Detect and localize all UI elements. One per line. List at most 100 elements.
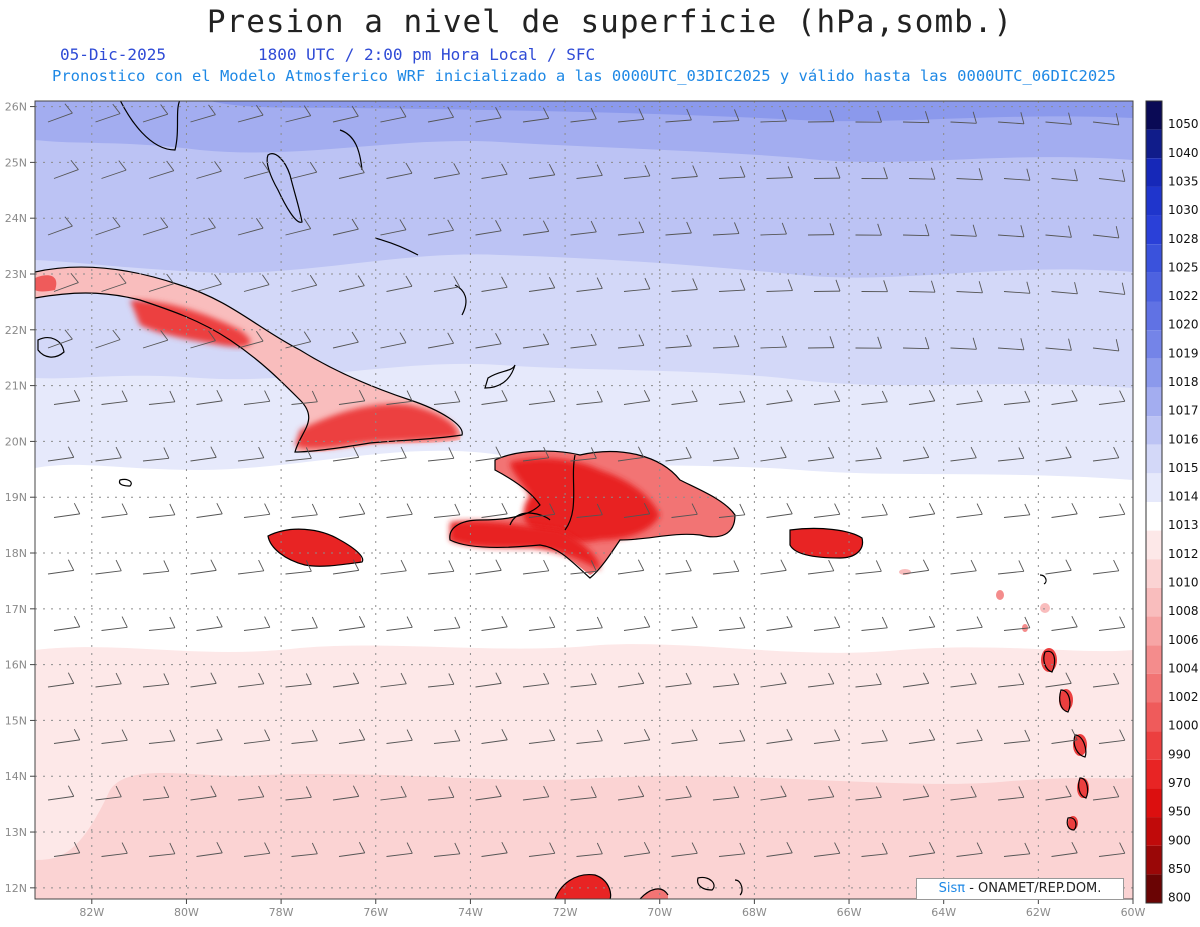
lon-tick-label: 72W bbox=[553, 906, 578, 919]
colorbar-swatch bbox=[1146, 702, 1162, 732]
colorbar-swatch bbox=[1146, 817, 1162, 846]
colorbar-label: 850 bbox=[1168, 862, 1191, 876]
lat-tick-label: 20N bbox=[5, 435, 27, 448]
lat-tick-label: 21N bbox=[5, 380, 27, 393]
colorbar-label: 1019 bbox=[1168, 346, 1199, 360]
colorbar-swatch bbox=[1146, 358, 1162, 388]
lat-tick-label: 12N bbox=[5, 882, 27, 895]
colorbar-swatch bbox=[1146, 416, 1162, 445]
colorbar-label: 1040 bbox=[1168, 146, 1199, 160]
lat-tick-label: 13N bbox=[5, 826, 27, 839]
colorbar-label: 1028 bbox=[1168, 232, 1199, 246]
colorbar: 1050 1040 1035 1030 1028 1025 1022 1020 1019 1018… bbox=[1145, 100, 1199, 905]
lon-tick-label: 82W bbox=[79, 906, 104, 919]
lat-tick-label: 22N bbox=[5, 324, 27, 337]
lat-tick-label: 15N bbox=[5, 714, 27, 727]
lon-tick-label: 64W bbox=[931, 906, 956, 919]
colorbar-label: 1022 bbox=[1168, 289, 1199, 303]
colorbar-swatch bbox=[1146, 101, 1162, 130]
colorbar-label: 970 bbox=[1168, 776, 1191, 790]
lon-tick-label: 60W bbox=[1121, 906, 1146, 919]
page-title: Presion a nivel de superficie (hPa,somb.… bbox=[206, 4, 1014, 40]
colorbar-swatch bbox=[1146, 673, 1162, 703]
latitude-axis: 26N 25N 24N 23N 22N 21N 20N 19N 18N 17N 16N 15N 14N 1… bbox=[5, 101, 35, 895]
model-subtitle: Pronostico con el Modelo Atmosferico WRF… bbox=[52, 67, 1116, 85]
lat-lon-grid bbox=[35, 101, 1133, 899]
colorbar-label: 990 bbox=[1168, 747, 1191, 761]
colorbar-swatch bbox=[1146, 559, 1162, 588]
lon-tick-label: 68W bbox=[742, 906, 767, 919]
colorbar-swatch bbox=[1146, 845, 1162, 875]
lat-tick-label: 23N bbox=[5, 268, 27, 281]
colorbar-swatch bbox=[1146, 215, 1162, 245]
colorbar-swatch bbox=[1146, 244, 1162, 273]
colorbar-label: 1017 bbox=[1168, 404, 1199, 418]
colorbar-swatch bbox=[1146, 759, 1162, 789]
colorbar-swatch bbox=[1146, 788, 1162, 818]
colorbar-swatch bbox=[1146, 616, 1162, 646]
lat-tick-label: 25N bbox=[5, 156, 27, 169]
wind-barbs bbox=[47, 103, 1126, 857]
coastlines bbox=[35, 101, 1089, 899]
colorbar-label: 1025 bbox=[1168, 260, 1199, 274]
colorbar-swatch bbox=[1146, 502, 1162, 531]
colorbar-label: 1013 bbox=[1168, 518, 1199, 532]
credit-text: - ONAMET/REP.DOM. bbox=[965, 881, 1102, 896]
colorbar-label: 1050 bbox=[1168, 117, 1199, 131]
forecast-time: 1800 UTC / 2:00 pm Hora Local / SFC bbox=[258, 45, 596, 64]
colorbar-label: 1002 bbox=[1168, 690, 1199, 704]
lat-tick-label: 14N bbox=[5, 770, 27, 783]
lon-tick-label: 78W bbox=[269, 906, 294, 919]
colorbar-label: 1020 bbox=[1168, 318, 1199, 332]
colorbar-swatch bbox=[1146, 645, 1162, 674]
lon-tick-label: 76W bbox=[363, 906, 388, 919]
colorbar-label: 950 bbox=[1168, 805, 1191, 819]
colorbar-swatch bbox=[1146, 473, 1162, 502]
colorbar-swatch bbox=[1146, 530, 1162, 560]
colorbar-swatch bbox=[1146, 874, 1162, 903]
colorbar-label: 1004 bbox=[1168, 661, 1199, 675]
colorbar-label: 1014 bbox=[1168, 490, 1199, 504]
colorbar-swatch bbox=[1146, 587, 1162, 617]
lat-tick-label: 18N bbox=[5, 547, 27, 560]
colorbar-label: 1012 bbox=[1168, 547, 1199, 561]
credit-brand: Sisπ bbox=[938, 881, 966, 896]
colorbar-label: 1035 bbox=[1168, 174, 1199, 188]
colorbar-swatch bbox=[1146, 301, 1162, 331]
plot-frame bbox=[34, 100, 1134, 900]
lat-tick-label: 19N bbox=[5, 491, 27, 504]
colorbar-label: 800 bbox=[1168, 891, 1191, 905]
colorbar-swatch bbox=[1146, 158, 1162, 187]
colorbar-label: 1015 bbox=[1168, 461, 1199, 475]
lon-tick-label: 70W bbox=[647, 906, 672, 919]
lat-tick-label: 16N bbox=[5, 659, 27, 672]
colorbar-swatch bbox=[1146, 330, 1162, 359]
colorbar-label: 1008 bbox=[1168, 604, 1199, 618]
lon-tick-label: 74W bbox=[458, 906, 483, 919]
lat-tick-label: 26N bbox=[5, 101, 27, 114]
pressure-field bbox=[35, 101, 1133, 899]
lat-tick-label: 24N bbox=[5, 212, 27, 225]
colorbar-swatch bbox=[1146, 272, 1162, 302]
colorbar-label: 1030 bbox=[1168, 203, 1199, 217]
colorbar-label: 1018 bbox=[1168, 375, 1199, 389]
colorbar-label: 1016 bbox=[1168, 432, 1199, 446]
colorbar-label: 1010 bbox=[1168, 575, 1199, 589]
colorbar-swatch bbox=[1146, 444, 1162, 474]
credit-box: Sisπ - ONAMET/REP.DOM. bbox=[916, 878, 1124, 900]
lon-tick-label: 66W bbox=[837, 906, 862, 919]
colorbar-swatch bbox=[1146, 387, 1162, 417]
colorbar-swatch bbox=[1146, 731, 1162, 760]
colorbar-swatch bbox=[1146, 129, 1162, 159]
lon-tick-label: 62W bbox=[1026, 906, 1051, 919]
longitude-axis: 82W 80W 78W 76W 74W 72W 70W 68W 66W 64W 62W 60W bbox=[79, 899, 1146, 919]
colorbar-label: 900 bbox=[1168, 833, 1191, 847]
colorbar-label: 1000 bbox=[1168, 719, 1199, 733]
colorbar-swatch bbox=[1146, 186, 1162, 216]
lat-tick-label: 17N bbox=[5, 603, 27, 616]
forecast-date: 05-Dic-2025 bbox=[60, 45, 166, 64]
land-pressure-blobs bbox=[35, 267, 1089, 899]
lon-tick-label: 80W bbox=[174, 906, 199, 919]
colorbar-label: 1006 bbox=[1168, 633, 1199, 647]
